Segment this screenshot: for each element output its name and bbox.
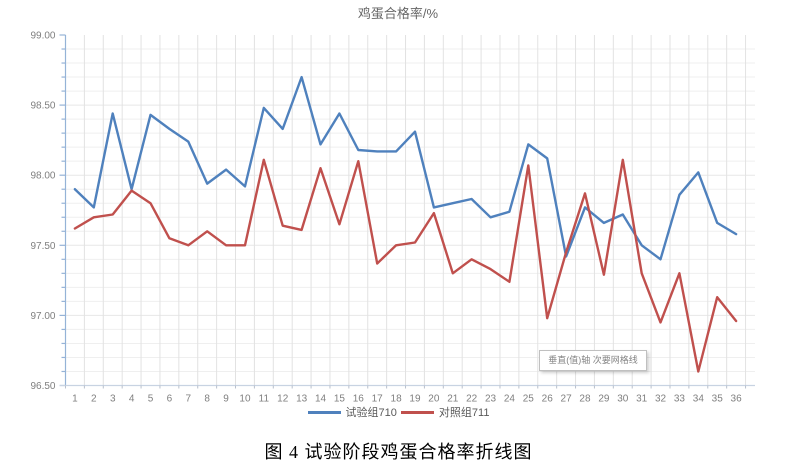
horizontal-minor-gridlines[interactable] xyxy=(65,48,756,372)
svg-text:5: 5 xyxy=(148,394,154,405)
legend-label-control-group: 对照组711 xyxy=(438,407,490,419)
svg-text:6: 6 xyxy=(167,394,173,405)
svg-text:8: 8 xyxy=(204,394,210,405)
chart-legend[interactable]: 试验组710 对照组711 xyxy=(0,404,797,420)
svg-text:35: 35 xyxy=(712,394,724,405)
control-group-line-swatch xyxy=(400,410,434,414)
svg-text:21: 21 xyxy=(447,394,459,405)
svg-text:97.00: 97.00 xyxy=(30,311,55,322)
svg-text:22: 22 xyxy=(466,394,478,405)
svg-text:4: 4 xyxy=(129,394,135,405)
test-group-line-swatch xyxy=(307,410,341,414)
svg-text:96.50: 96.50 xyxy=(30,381,55,392)
svg-text:30: 30 xyxy=(617,394,629,405)
svg-text:12: 12 xyxy=(277,394,289,405)
svg-text:9: 9 xyxy=(223,394,229,405)
svg-text:18: 18 xyxy=(391,394,403,405)
svg-text:98.50: 98.50 xyxy=(30,101,55,112)
svg-text:97.50: 97.50 xyxy=(30,241,55,252)
svg-text:2: 2 xyxy=(91,394,97,405)
svg-text:29: 29 xyxy=(598,394,610,405)
gridline-hover-tooltip: 垂直(值)轴 次要网格线 xyxy=(539,350,647,371)
chart-title[interactable]: 鸡蛋合格率/% xyxy=(358,6,439,21)
svg-text:14: 14 xyxy=(315,394,327,405)
control-group-series-line[interactable] xyxy=(73,158,738,373)
svg-text:32: 32 xyxy=(655,394,667,405)
svg-text:26: 26 xyxy=(542,394,554,405)
svg-text:23: 23 xyxy=(485,394,497,405)
plot-area[interactable] xyxy=(73,75,738,373)
axes[interactable] xyxy=(59,34,756,389)
svg-text:15: 15 xyxy=(334,394,346,405)
vertical-gridlines[interactable] xyxy=(83,35,747,386)
figure-caption: 图 4 试验阶段鸡蛋合格率折线图 xyxy=(264,442,533,462)
svg-text:33: 33 xyxy=(674,394,686,405)
svg-text:34: 34 xyxy=(693,394,705,405)
svg-text:20: 20 xyxy=(428,394,440,405)
test-group-series-line[interactable] xyxy=(73,75,738,261)
legend-item-test-group[interactable]: 试验组710 xyxy=(307,404,397,420)
svg-text:10: 10 xyxy=(239,394,251,405)
svg-text:99.00: 99.00 xyxy=(30,31,55,42)
y-axis-tick-labels: 96.50 97.00 97.50 98.00 98.50 99.00 xyxy=(30,31,55,393)
x-axis-tick-labels: 1 2 3 4 5 6 7 8 9 10 11 12 13 14 15 16 17 18 19 20 21 22 23 24 2… xyxy=(72,394,742,405)
svg-text:28: 28 xyxy=(579,394,591,405)
svg-text:98.00: 98.00 xyxy=(30,171,55,182)
svg-text:19: 19 xyxy=(409,394,421,405)
svg-text:11: 11 xyxy=(259,394,270,405)
svg-text:1: 1 xyxy=(72,394,78,405)
svg-text:3: 3 xyxy=(110,394,116,405)
svg-text:7: 7 xyxy=(186,394,192,405)
legend-item-control-group[interactable]: 对照组711 xyxy=(400,404,490,420)
svg-text:27: 27 xyxy=(561,394,573,405)
svg-text:25: 25 xyxy=(523,394,535,405)
svg-text:36: 36 xyxy=(731,394,743,405)
legend-label-test-group: 试验组710 xyxy=(345,407,397,419)
svg-text:16: 16 xyxy=(353,394,365,405)
svg-text:24: 24 xyxy=(504,394,516,405)
svg-text:13: 13 xyxy=(296,394,308,405)
svg-text:31: 31 xyxy=(636,394,648,405)
svg-text:17: 17 xyxy=(372,394,384,405)
